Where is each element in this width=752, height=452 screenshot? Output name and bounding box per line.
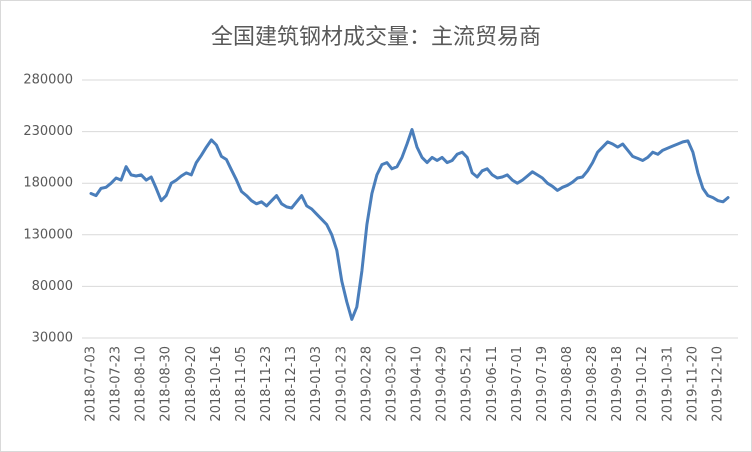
x-tick-label: 2019-01-23	[334, 346, 349, 422]
x-tick-label: 2019-04-10	[410, 346, 425, 422]
x-tick-label: 2018-08-30	[159, 346, 174, 422]
y-tick-label: 30000	[32, 331, 73, 346]
x-tick-label: 2019-07-19	[535, 346, 550, 422]
x-tick-label: 2018-11-05	[234, 346, 249, 422]
x-tick-label: 2019-06-11	[485, 346, 500, 422]
x-tick-label: 2019-12-10	[710, 346, 725, 422]
x-tick-label: 2019-11-20	[685, 346, 700, 422]
x-tick-label: 2018-08-10	[134, 346, 149, 422]
data-line	[89, 128, 730, 321]
x-tick-label: 2019-02-28	[359, 346, 374, 422]
x-tick-label: 2019-10-31	[660, 346, 675, 422]
x-tick-label: 2018-09-20	[184, 346, 199, 422]
x-tick-label: 2019-09-18	[610, 346, 625, 422]
x-tick-label: 2018-07-03	[84, 346, 99, 422]
x-tick-label: 2018-12-13	[284, 346, 299, 422]
x-tick-label: 2019-01-03	[309, 346, 324, 422]
x-tick-label: 2019-03-20	[384, 346, 399, 422]
x-tick-label: 2019-08-08	[560, 346, 575, 422]
y-tick-label: 180000	[23, 176, 73, 191]
x-tick-label: 2018-07-23	[109, 346, 124, 422]
x-tick-label: 2019-10-12	[635, 346, 650, 422]
y-tick-label: 230000	[23, 124, 73, 139]
y-tick-label: 80000	[32, 279, 73, 294]
x-tick-label: 2018-10-16	[209, 346, 224, 422]
x-tick-label: 2019-07-01	[510, 346, 525, 422]
x-tick-label: 2019-04-29	[435, 346, 450, 422]
x-tick-label: 2018-11-23	[259, 346, 274, 422]
y-tick-label: 280000	[23, 73, 73, 88]
y-tick-label: 130000	[23, 227, 73, 242]
x-tick-label: 2019-08-28	[585, 346, 600, 422]
x-tick-label: 2019-05-21	[460, 346, 475, 422]
chart-title: 全国建筑钢材成交量：主流贸易商	[211, 25, 541, 50]
